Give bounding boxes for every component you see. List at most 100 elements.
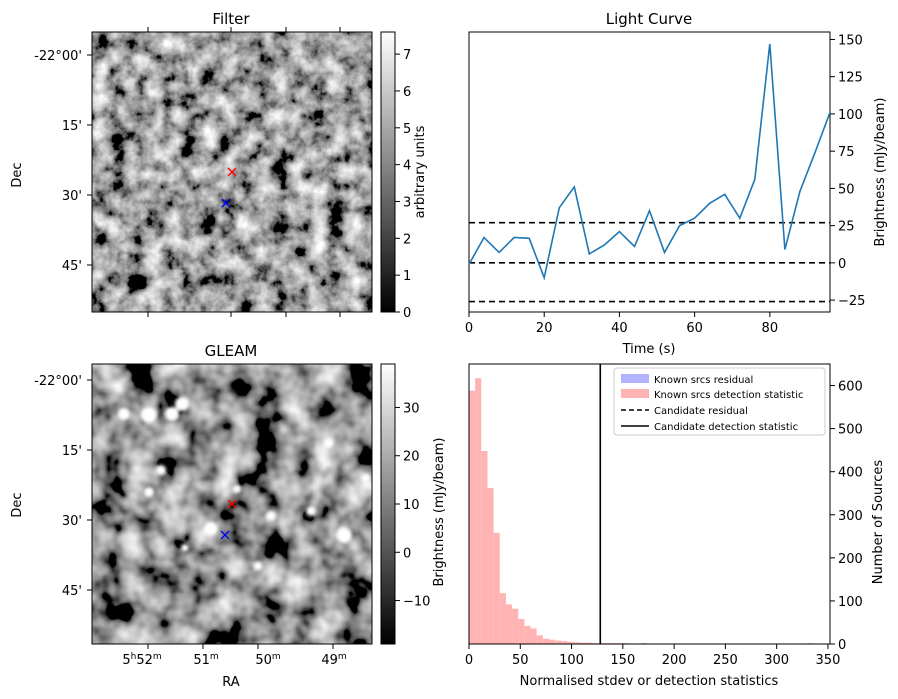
lightcurve-xtick-label: 0 bbox=[465, 321, 473, 336]
gleam-xtick-label: 49m bbox=[321, 652, 346, 668]
legend-label: Candidate detection statistic bbox=[654, 422, 798, 433]
lightcurve-xticks: 0 20 40 60 80 bbox=[465, 312, 778, 336]
filter-ytick-label: 45' bbox=[62, 259, 82, 274]
filter-colorbar-ticks: 0 1 2 3 4 5 6 7 bbox=[395, 48, 411, 321]
filter-colorbar-tick-label: 4 bbox=[403, 159, 411, 174]
filter-colorbar-tick-label: 5 bbox=[403, 122, 411, 137]
lightcurve-ytick-label: 25 bbox=[838, 220, 855, 235]
histogram-bar bbox=[469, 390, 476, 644]
gleam-sources bbox=[118, 397, 370, 570]
histogram-bar bbox=[493, 532, 500, 644]
lightcurve-ytick-label: 125 bbox=[838, 71, 863, 86]
filter-marker-candidate bbox=[227, 167, 237, 177]
lightcurve-title: Light Curve bbox=[606, 10, 692, 28]
gleam-xtick-label: 51m bbox=[193, 652, 218, 668]
gleam-title: GLEAM bbox=[205, 342, 258, 360]
histogram-bars bbox=[469, 378, 826, 644]
histogram-bar bbox=[567, 641, 574, 644]
histogram-ytick-label: 0 bbox=[838, 638, 846, 653]
gleam-marker-reference bbox=[220, 530, 230, 540]
filter-colorbar-tick-label: 2 bbox=[403, 232, 411, 247]
histogram-xtick-label: 200 bbox=[662, 653, 687, 668]
histogram-xtick-label: 100 bbox=[559, 653, 584, 668]
filter-ytick-label: -22°00' bbox=[34, 49, 82, 64]
histogram-xtick-label: 350 bbox=[816, 653, 841, 668]
gleam-colorbar-tick-label: −10 bbox=[403, 595, 430, 610]
histogram-frame bbox=[468, 363, 831, 645]
lightcurve-xtick-label: 20 bbox=[536, 321, 553, 336]
histogram-legend: Known srcs residual Known srcs detection… bbox=[613, 367, 826, 436]
histogram-ytick-label: 600 bbox=[838, 380, 863, 395]
lightcurve-series bbox=[468, 43, 831, 281]
legend-box bbox=[613, 367, 826, 436]
gleam-colorbar-tick-label: 0 bbox=[403, 546, 411, 561]
histogram-bar bbox=[542, 638, 549, 644]
filter-panel: Filter -22°00' 15' 30' 45' Dec 01234567 … bbox=[10, 10, 428, 321]
histogram-xtick-label: 50 bbox=[512, 653, 529, 668]
lightcurve-ytick-label: 0 bbox=[838, 257, 846, 272]
lightcurve-ylabel: Brightness (mJy/beam) bbox=[873, 98, 888, 247]
gleam-colorbar-tick-label: 10 bbox=[403, 498, 420, 513]
gleam-xtick-label: 50m bbox=[255, 652, 280, 668]
histogram-bar bbox=[481, 451, 488, 644]
legend-swatch-detection bbox=[621, 389, 649, 398]
filter-marker-reference bbox=[221, 198, 231, 208]
histogram-ytick-label: 200 bbox=[838, 552, 863, 567]
lightcurve-xtick-label: 60 bbox=[686, 321, 703, 336]
histogram-bar bbox=[561, 640, 568, 644]
histogram-left-label: Brightness (mJy/beam) bbox=[432, 438, 447, 587]
lightcurve-ytick-label: 75 bbox=[838, 145, 855, 160]
histogram-bar bbox=[512, 608, 519, 644]
histogram-xticks: 0 50 100 150 200 250 300 350 bbox=[465, 644, 841, 668]
lightcurve-series-line bbox=[468, 43, 831, 281]
lightcurve-xtick-label: 40 bbox=[611, 321, 628, 336]
gleam-ytick-label: 15' bbox=[62, 444, 82, 459]
histogram-xtick-label: 300 bbox=[764, 653, 789, 668]
gleam-marker-candidate bbox=[227, 499, 237, 509]
histogram-ytick-label: 300 bbox=[838, 509, 863, 524]
filter-ytick-label: 30' bbox=[62, 189, 82, 204]
filter-ytick-label: 15' bbox=[62, 119, 82, 134]
gleam-ylabel: Dec bbox=[10, 492, 25, 517]
gleam-ytick-label: -22°00' bbox=[34, 374, 82, 389]
filter-colorbar-tick-label: 6 bbox=[403, 85, 411, 100]
histogram-ytick-label: 500 bbox=[838, 423, 863, 438]
histogram-bar bbox=[548, 639, 556, 644]
lightcurve-ytick-label: 50 bbox=[838, 182, 855, 197]
histogram-bar bbox=[555, 640, 562, 644]
filter-title: Filter bbox=[212, 10, 250, 28]
histogram-bar bbox=[536, 635, 543, 644]
lightcurve-panel: Light Curve 0 20 40 60 80 −25 0 25 50 75 100 125 15… bbox=[465, 10, 888, 357]
lightcurve-ytick-label: −25 bbox=[838, 294, 865, 309]
gleam-xlabel: RA bbox=[222, 675, 240, 690]
lightcurve-hlines bbox=[469, 221, 830, 303]
filter-colorbar bbox=[380, 31, 396, 313]
histogram-bar bbox=[585, 642, 593, 644]
filter-colorbar-tick-label: 7 bbox=[403, 48, 411, 63]
gleam-ytick-label: 45' bbox=[62, 584, 82, 599]
filter-colorbar-tick-label: 0 bbox=[403, 306, 411, 321]
histogram-yticks: 0 100 200 300 400 500 600 bbox=[830, 380, 863, 653]
gleam-panel: GLEAM -22°00' 15' 30' bbox=[10, 342, 430, 690]
gleam-ytick-label: 30' bbox=[62, 514, 82, 529]
gleam-colorbar-tick-label: 20 bbox=[403, 450, 420, 465]
histogram-bar bbox=[499, 593, 506, 644]
histogram-bar bbox=[573, 642, 580, 644]
histogram-ytick-label: 100 bbox=[838, 595, 863, 610]
gleam-colorbar-tick-label: 30 bbox=[403, 401, 420, 416]
filter-frame bbox=[91, 31, 373, 313]
histogram-xlabel: Normalised stdev or detection statistics bbox=[520, 674, 779, 689]
gleam-xtick-label: 5h52m bbox=[122, 652, 161, 668]
histogram-bar bbox=[475, 378, 482, 644]
legend-label: Known srcs residual bbox=[654, 375, 753, 386]
gleam-colorbar-ticks: −10 0 10 20 30 bbox=[395, 401, 430, 610]
histogram-xtick-label: 0 bbox=[465, 653, 473, 668]
legend-label: Candidate residual bbox=[654, 406, 748, 417]
filter-colorbar-tick-label: 3 bbox=[403, 195, 411, 210]
filter-colorbar-label: arbitrary units bbox=[413, 125, 428, 218]
histogram-panel: 0 50 100 150 200 250 300 350 0 100 200 300 400 500 60… bbox=[432, 363, 886, 689]
legend-label: Known srcs detection statistic bbox=[654, 390, 803, 401]
lightcurve-ytick-label: 150 bbox=[838, 33, 863, 48]
filter-ylabel: Dec bbox=[10, 162, 25, 187]
